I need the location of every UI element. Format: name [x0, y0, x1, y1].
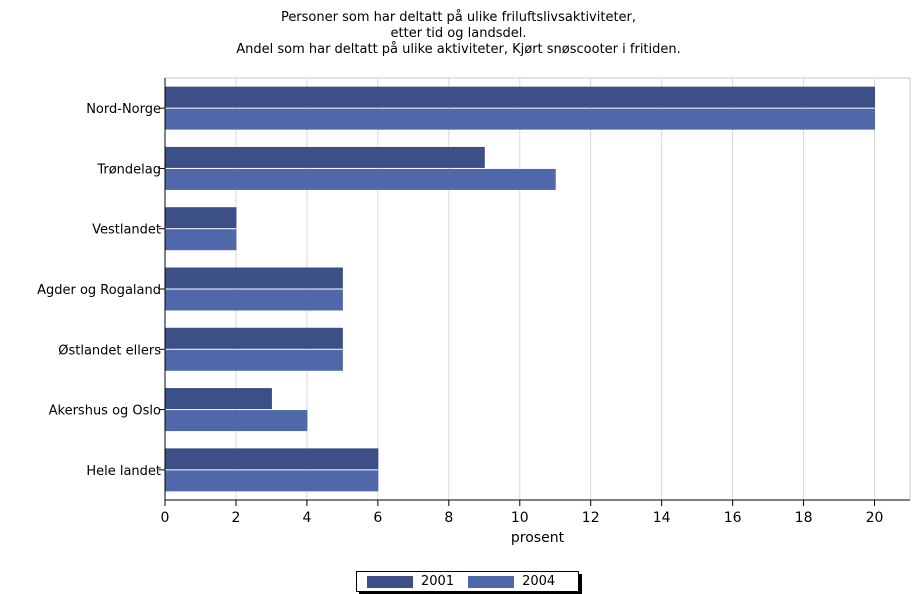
legend-swatch-2001 — [367, 575, 413, 588]
legend: 2001 2004 — [356, 571, 579, 592]
bar-2001 — [164, 207, 237, 229]
x-tick-label: 20 — [866, 510, 884, 526]
category-label: Trøndelag — [96, 162, 161, 177]
x-tick-label: 10 — [511, 510, 529, 526]
x-tick-label: 16 — [724, 510, 742, 526]
bar-2004 — [164, 470, 379, 492]
plot-area — [164, 77, 911, 501]
category-label: Agder og Rogaland — [37, 283, 161, 298]
chart-subtitle-2: Andel som har deltatt på ulike aktivitet… — [236, 42, 681, 57]
category-label: Akershus og Oslo — [49, 404, 161, 419]
bar-2001 — [164, 267, 343, 289]
category-label: Nord-Norge — [86, 102, 161, 117]
chart-subtitle: etter tid og landsdel. — [390, 26, 527, 41]
x-tick-label: 4 — [302, 510, 311, 526]
bar-2001 — [164, 448, 379, 470]
x-tick-label: 12 — [582, 510, 600, 526]
bar-2004 — [164, 229, 237, 251]
legend-label-2004: 2004 — [522, 574, 556, 589]
bar-2004 — [164, 349, 343, 371]
bar-2001 — [164, 86, 876, 108]
x-tick-label: 18 — [795, 510, 813, 526]
x-tick-label: 8 — [444, 510, 453, 526]
legend-swatch-2004 — [468, 575, 515, 588]
category-label: Hele landet — [86, 464, 161, 479]
chart-title: Personer som har deltatt på ulike friluf… — [280, 10, 637, 25]
bar-2001 — [164, 388, 272, 410]
legend-item-2004: 2004 — [468, 574, 555, 589]
legend-item-2001: 2001 — [367, 574, 454, 589]
category-label: Østlandet ellers — [58, 343, 161, 358]
bar-2004 — [164, 289, 343, 311]
x-tick-label: 14 — [653, 510, 671, 526]
x-tick-label: 0 — [161, 510, 170, 526]
bar-2004 — [164, 108, 876, 130]
bar-2001 — [164, 327, 343, 349]
category-label: Vestlandet — [92, 223, 161, 238]
x-tick-label: 6 — [373, 510, 382, 526]
bar-2004 — [164, 168, 556, 190]
bar-2004 — [164, 410, 308, 432]
bar-2001 — [164, 146, 485, 168]
x-axis-label: prosent — [510, 530, 565, 546]
legend-label-2001: 2001 — [421, 574, 455, 589]
x-tick-label: 2 — [231, 510, 240, 526]
